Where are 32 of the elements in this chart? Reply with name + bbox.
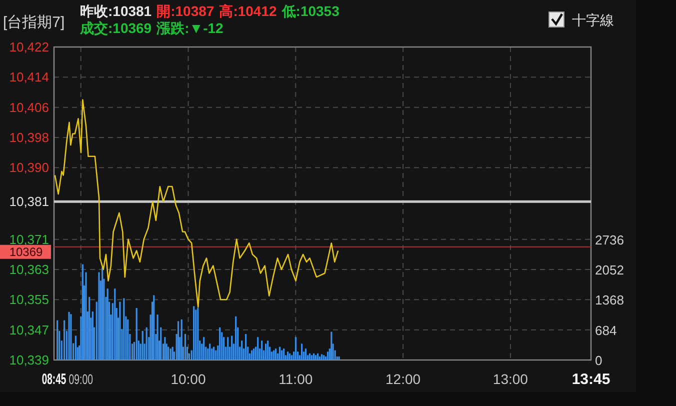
- y-tick-label: 10,422: [9, 40, 49, 54]
- x-tick-label: 13:45: [572, 371, 610, 388]
- y2-tick-label: 1368: [595, 292, 624, 308]
- y-tick-label: 10,381: [9, 194, 49, 210]
- ref-line-label: 10369: [9, 245, 44, 260]
- y-tick-label: 10,406: [9, 100, 49, 115]
- y-tick-label: 10,398: [9, 130, 49, 146]
- y-tick-label: 10,347: [9, 322, 49, 338]
- line-series: [54, 99, 339, 308]
- x-tick-label: 10:00: [170, 371, 206, 387]
- y-tick-label: 10,414: [9, 70, 49, 85]
- text: 漲跌:▼-12: [156, 20, 224, 36]
- y2-tick-label: 0: [595, 353, 602, 368]
- y-tick-label: 10,363: [9, 262, 49, 277]
- x-tick-label: 11:00: [278, 371, 313, 387]
- y-tick-label: 10,371: [9, 232, 49, 247]
- x-tick-label: 12:00: [386, 371, 421, 387]
- y-tick-label: 10,390: [9, 160, 49, 176]
- y2-tick-label: 2736: [595, 232, 624, 248]
- text: 高:10412: [219, 3, 277, 19]
- chart-title: [台指期7]: [3, 14, 65, 31]
- x-tick-label: 09:00: [68, 371, 104, 387]
- y2-tick-label: 2052: [595, 262, 624, 278]
- x-tick-label: 13:00: [492, 371, 528, 387]
- text: 昨收:10381: [80, 3, 152, 19]
- text: 開:10387: [156, 3, 214, 19]
- y2-tick-label: 684: [595, 322, 617, 338]
- text: 十字線: [572, 12, 614, 28]
- text: 成交:10369: [79, 20, 152, 36]
- y-tick-label: 10,339: [9, 352, 49, 368]
- text: 低:10353: [280, 3, 340, 19]
- y-tick-label: 10,355: [9, 292, 49, 308]
